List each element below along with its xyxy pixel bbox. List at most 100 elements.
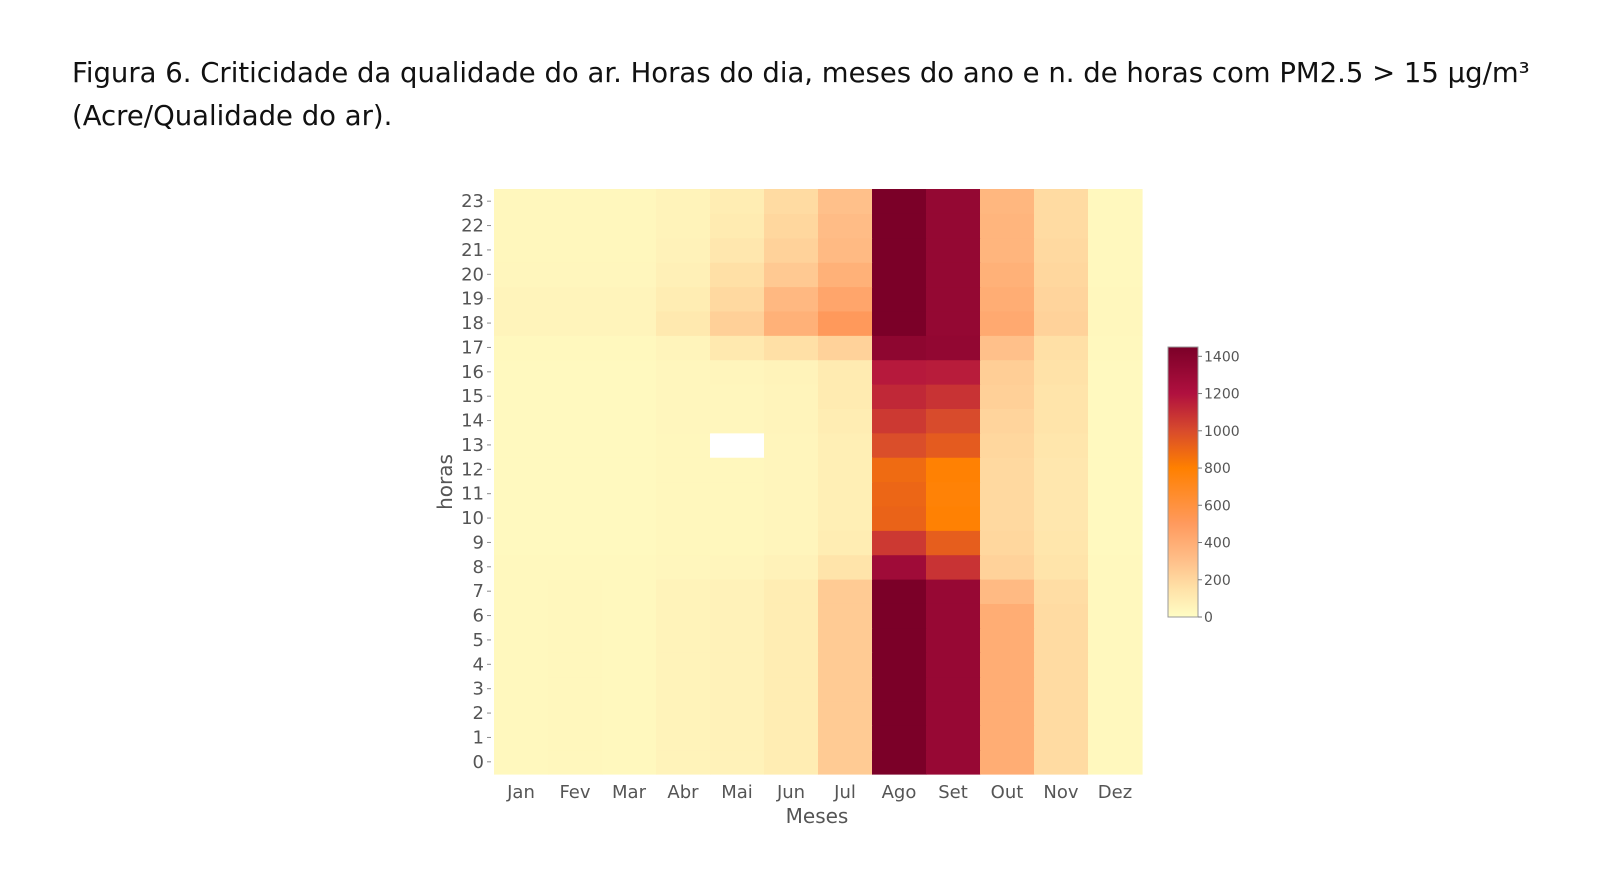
heatmap-cell-mar-2	[602, 700, 657, 726]
heatmap-cell-set-3	[926, 676, 981, 702]
heatmap-cell-mai-16	[710, 359, 765, 385]
heatmap-cell-abr-16	[656, 359, 711, 385]
heatmap-cell-ago-20	[872, 262, 927, 288]
heatmap-cell-dez-15	[1088, 384, 1143, 409]
heatmap-cell-fev-21	[548, 237, 603, 263]
y-tick-label-16: 16	[461, 362, 484, 383]
heatmap-cell-out-0	[980, 749, 1035, 775]
heatmap-cell-jul-6	[818, 603, 873, 629]
heatmap-cell-jun-3	[764, 676, 819, 702]
heatmap-cell-jun-21	[764, 237, 819, 263]
heatmap-cell-out-7	[980, 579, 1035, 604]
heatmap-cell-mai-19	[710, 286, 765, 312]
heatmap-cells	[494, 189, 1143, 775]
heatmap-cell-nov-20	[1034, 262, 1089, 288]
heatmap-cell-jun-5	[764, 627, 819, 653]
heatmap-cell-jun-2	[764, 700, 819, 726]
heatmap-cell-set-1	[926, 725, 981, 751]
heatmap-cell-fev-7	[548, 579, 603, 604]
heatmap-cell-nov-2	[1034, 700, 1089, 726]
heatmap-cell-mar-1	[602, 725, 657, 751]
heatmap-cell-nov-5	[1034, 627, 1089, 653]
y-axis-label: horas	[433, 454, 457, 510]
heatmap-cell-fev-20	[548, 262, 603, 288]
heatmap-cell-dez-19	[1088, 286, 1143, 312]
heatmap-cell-dez-16	[1088, 359, 1143, 385]
heatmap-cell-jul-4	[818, 652, 873, 678]
heatmap-cell-dez-8	[1088, 554, 1143, 580]
y-tick-label-13: 13	[461, 435, 484, 456]
heatmap-cell-set-23	[926, 189, 981, 214]
heatmap-cell-set-2	[926, 700, 981, 726]
heatmap-cell-abr-5	[656, 627, 711, 653]
heatmap-cell-abr-2	[656, 700, 711, 726]
heatmap-cell-set-9	[926, 530, 981, 556]
heatmap-cell-nov-19	[1034, 286, 1089, 312]
x-tick-label-set: Set	[938, 782, 968, 803]
heatmap-cell-mar-12	[602, 457, 657, 483]
heatmap-cell-mai-12	[710, 457, 765, 483]
y-tick-label-12: 12	[461, 459, 484, 480]
colorbar-tick-label-1000: 1000	[1204, 424, 1240, 440]
heatmap-cell-jun-10	[764, 505, 819, 531]
y-tick-label-14: 14	[461, 411, 484, 432]
heatmap-cell-nov-10	[1034, 505, 1089, 531]
heatmap-cell-abr-23	[656, 189, 711, 214]
heatmap-cell-mar-10	[602, 505, 657, 531]
heatmap-cell-jul-8	[818, 554, 873, 580]
heatmap-cell-jul-21	[818, 237, 873, 263]
heatmap-cell-nov-22	[1034, 213, 1089, 239]
y-tick-label-2: 2	[473, 703, 484, 724]
heatmap-cell-nov-3	[1034, 676, 1089, 702]
heatmap-cell-set-22	[926, 213, 981, 239]
heatmap-cell-set-18	[926, 310, 981, 336]
heatmap-cell-mai-22	[710, 213, 765, 239]
heatmap-cell-fev-1	[548, 725, 603, 751]
y-tick-label-23: 23	[461, 191, 484, 212]
heatmap-cell-out-3	[980, 676, 1035, 702]
heatmap-cell-out-22	[980, 213, 1035, 239]
heatmap-cell-mai-21	[710, 237, 765, 263]
heatmap-cell-jul-0	[818, 749, 873, 775]
heatmap-cell-ago-9	[872, 530, 927, 556]
colorbar-tick-label-200: 200	[1204, 573, 1231, 589]
heatmap-cell-mar-23	[602, 189, 657, 214]
x-tick-label-nov: Nov	[1043, 782, 1078, 803]
heatmap-cell-dez-0	[1088, 749, 1143, 775]
heatmap-cell-mai-17	[710, 335, 765, 361]
heatmap-cell-out-20	[980, 262, 1035, 288]
heatmap-cell-jan-1	[494, 725, 549, 751]
heatmap-cell-jul-18	[818, 310, 873, 336]
y-tick-label-19: 19	[461, 289, 484, 310]
heatmap-cell-mar-4	[602, 652, 657, 678]
heatmap-cell-set-15	[926, 384, 981, 409]
heatmap-cell-abr-13	[656, 432, 711, 458]
heatmap-cell-fev-9	[548, 530, 603, 556]
heatmap-cell-dez-4	[1088, 652, 1143, 678]
heatmap-cell-jan-8	[494, 554, 549, 580]
heatmap-cell-jan-15	[494, 384, 549, 409]
heatmap-cell-fev-0	[548, 749, 603, 775]
heatmap-cell-jun-17	[764, 335, 819, 361]
heatmap-cell-jun-4	[764, 652, 819, 678]
heatmap-cell-mar-9	[602, 530, 657, 556]
heatmap-cell-jan-13	[494, 432, 549, 458]
heatmap-cell-set-10	[926, 505, 981, 531]
y-tick-label-11: 11	[461, 484, 484, 505]
heatmap-cell-mai-20	[710, 262, 765, 288]
heatmap-cell-jun-1	[764, 725, 819, 751]
caption-line-2: (Acre/Qualidade do ar).	[72, 100, 393, 132]
heatmap-cell-out-1	[980, 725, 1035, 751]
heatmap-cell-set-14	[926, 408, 981, 434]
heatmap-cell-mai-15	[710, 384, 765, 409]
heatmap-cell-jan-5	[494, 627, 549, 653]
heatmap-cell-ago-19	[872, 286, 927, 312]
y-tick-label-22: 22	[461, 216, 484, 237]
heatmap-cell-nov-0	[1034, 749, 1089, 775]
heatmap-cell-mar-11	[602, 481, 657, 507]
heatmap-cell-out-15	[980, 384, 1035, 409]
caption-line-1: Figura 6. Criticidade da qualidade do ar…	[72, 57, 1530, 89]
colorbar-tick-label-600: 600	[1204, 498, 1231, 514]
